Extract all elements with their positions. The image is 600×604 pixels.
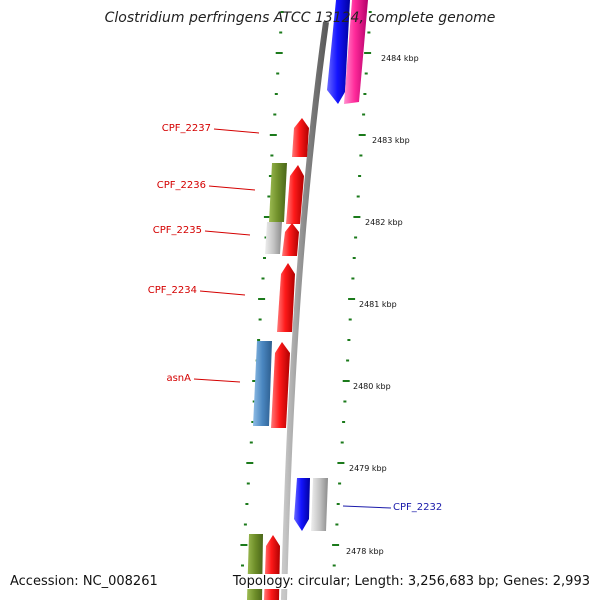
outer-tick: [352, 257, 356, 259]
scale-label-2480: 2480 kbp: [353, 382, 391, 391]
leader-cpf-2236: [208, 185, 256, 191]
outer-tick: [359, 154, 363, 157]
outer-tick: [348, 298, 356, 300]
inner-tick: [240, 544, 248, 546]
outer-tick: [343, 400, 347, 403]
gene-arrow-cpf-2234: [277, 263, 295, 332]
gene-label-cpf-2235[interactable]: CPF_2235: [153, 225, 202, 236]
outer-tick: [337, 462, 345, 464]
leader-asna: [193, 378, 241, 383]
map-title: Clostridium perfringens ATCC 13124, comp…: [104, 10, 496, 26]
inner-tick: [267, 195, 271, 198]
outer-tick: [335, 523, 339, 526]
inner-tick: [257, 339, 261, 341]
inner-tick: [275, 52, 283, 54]
gene-arrow-blue-top: [327, 0, 350, 104]
gene-block-olive-lower: [247, 534, 263, 600]
accession-text: Accession: NC_008261: [8, 574, 160, 589]
inner-tick: [268, 175, 272, 177]
inner-tick: [274, 93, 278, 95]
inner-tick: [280, 11, 284, 13]
outer-tick: [347, 339, 351, 341]
outer-tick: [367, 31, 371, 34]
outer-tick: [338, 482, 342, 485]
outer-tick: [332, 544, 340, 546]
scale-label-2484: 2484 kbp: [381, 54, 419, 63]
inner-tick: [261, 277, 265, 280]
inner-tick: [246, 462, 254, 464]
gene-arrow-red-bottom: [264, 535, 280, 600]
scale-label-2478: 2478 kbp: [346, 547, 384, 556]
inner-tick: [258, 318, 262, 321]
inner-tick: [279, 31, 283, 34]
gene-arrow-cpf-2237: [292, 118, 309, 157]
outer-tick: [363, 93, 367, 95]
inner-tick: [263, 257, 266, 259]
outer-tick: [348, 318, 352, 321]
gene-label-cpf-2232[interactable]: CPF_2232: [393, 502, 442, 513]
outer-tick: [336, 503, 340, 505]
inner-tick: [246, 482, 250, 485]
gene-arrow-cpf-2236: [286, 165, 304, 224]
gene-label-asna[interactable]: asnA: [166, 373, 191, 384]
gene-arrow-cpf-2235: [282, 223, 299, 256]
topology-text: Topology: circular; Length: 3,256,683 bp…: [230, 574, 592, 589]
inner-tick: [269, 134, 277, 136]
outer-tick: [346, 359, 350, 362]
inner-tick: [273, 113, 277, 116]
outer-tick: [362, 113, 366, 116]
inner-tick-track: [239, 11, 284, 587]
inner-tick: [276, 72, 280, 75]
gene-label-cpf-2234[interactable]: CPF_2234: [148, 285, 197, 296]
outer-tick: [364, 72, 368, 75]
outer-tick: [358, 134, 366, 136]
outer-tick: [342, 421, 346, 423]
scale-label-2481: 2481 kbp: [359, 300, 397, 309]
outer-tick: [342, 380, 350, 382]
leader-cpf-2232: [342, 505, 392, 509]
backbone-ring: [281, 21, 329, 601]
gene-block-steel: [253, 341, 272, 426]
scale-label-2483: 2483 kbp: [372, 136, 410, 145]
leader-cpf-2235: [204, 230, 251, 236]
gene-block-gray-lower: [311, 478, 328, 531]
outer-tick: [351, 277, 355, 280]
gene-arrow-pink-top: [344, 0, 368, 104]
leader-cpf-2237: [213, 128, 260, 134]
inner-tick: [270, 154, 274, 157]
inner-tick: [243, 523, 247, 526]
outer-tick: [353, 216, 361, 218]
inner-tick: [264, 236, 268, 239]
outer-tick: [358, 175, 362, 177]
gene-arrow-cpf-2232: [294, 478, 310, 531]
scale-label-2479: 2479 kbp: [349, 464, 387, 473]
inner-tick: [263, 216, 271, 218]
gene-label-cpf-2237[interactable]: CPF_2237: [162, 123, 211, 134]
outer-tick: [332, 564, 336, 567]
outer-tick: [368, 11, 372, 13]
scale-label-2482: 2482 kbp: [365, 218, 403, 227]
gene-label-cpf-2236[interactable]: CPF_2236: [157, 180, 206, 191]
inner-tick: [258, 298, 266, 300]
inner-tick: [249, 441, 253, 444]
gene-block-olive-upper: [269, 163, 287, 222]
outer-tick: [364, 52, 372, 54]
outer-tick: [354, 236, 358, 239]
inner-tick: [251, 421, 255, 423]
leader-cpf-2234: [199, 290, 246, 296]
outer-tick: [340, 441, 344, 444]
gene-arrow-asna: [271, 342, 290, 428]
inner-tick: [241, 564, 244, 567]
inner-tick: [245, 503, 249, 505]
outer-tick: [356, 195, 360, 198]
gene-block-gray-upper: [265, 222, 282, 254]
